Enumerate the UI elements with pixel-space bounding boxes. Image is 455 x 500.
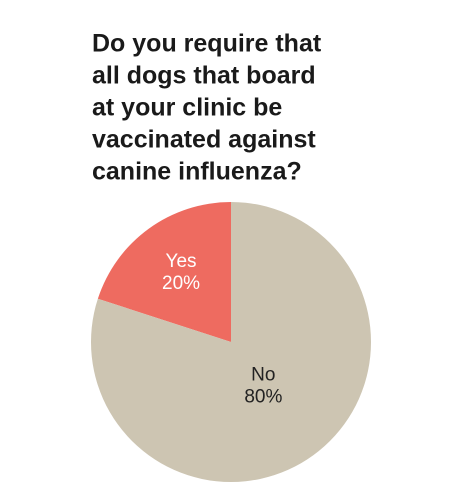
chart-title: Do you require that (92, 30, 322, 58)
chart-title: all dogs that board (92, 62, 316, 90)
pie-slice (97, 202, 232, 342)
slice-value-label: 20% (162, 273, 200, 294)
chart-title: vaccinated against (92, 126, 316, 154)
chart-title: canine influenza? (92, 158, 302, 186)
chart-title: at your clinic be (92, 94, 282, 122)
slice-label: No (251, 365, 275, 386)
slice-label: Yes (166, 251, 197, 272)
slice-value-label: 80% (244, 387, 282, 408)
pie-slice (90, 202, 371, 482)
